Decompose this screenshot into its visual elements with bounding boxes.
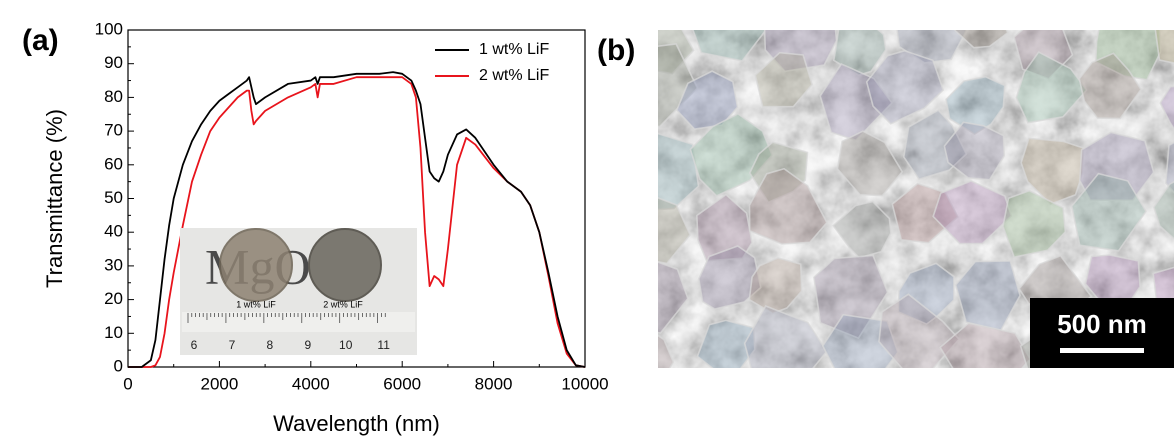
ruler-label: 6 <box>191 338 198 352</box>
ruler <box>182 312 415 332</box>
grain <box>1159 85 1174 131</box>
grain <box>878 293 961 368</box>
grain <box>1164 141 1174 194</box>
legend-label: 2 wt% LiF <box>479 67 549 84</box>
grain <box>832 200 892 259</box>
grain <box>658 43 699 128</box>
y-tick-label: 80 <box>104 87 123 106</box>
grain <box>697 245 762 310</box>
grain <box>932 180 1013 245</box>
y-tick-label: 60 <box>104 154 123 173</box>
grain <box>763 30 838 73</box>
grain <box>836 130 904 197</box>
grain <box>658 30 695 75</box>
x-axis-label: Wavelength (nm) <box>273 411 440 436</box>
grain <box>1153 180 1174 240</box>
y-tick-label: 40 <box>104 222 123 241</box>
grain <box>943 121 1006 181</box>
grain <box>696 193 753 262</box>
ruler-label: 10 <box>339 338 353 352</box>
sample-disk <box>308 228 382 302</box>
y-tick-label: 30 <box>104 255 123 274</box>
grain <box>1020 137 1085 206</box>
grain <box>675 70 739 130</box>
x-tick-label: 0 <box>123 374 132 393</box>
grain <box>819 62 893 142</box>
y-tick-label: 90 <box>104 53 123 72</box>
ruler-label: 9 <box>304 338 311 352</box>
scale-bar-box <box>1030 298 1174 368</box>
y-tick-label: 100 <box>95 19 123 38</box>
grain <box>821 313 899 368</box>
grain <box>692 30 767 62</box>
y-tick-label: 0 <box>114 356 123 375</box>
x-tick-label: 2000 <box>200 374 238 393</box>
grain <box>813 254 889 340</box>
grain <box>748 141 809 204</box>
ruler-label: 7 <box>229 338 236 352</box>
grain <box>1078 52 1142 120</box>
sample-disk <box>219 228 293 302</box>
series-line <box>128 76 586 368</box>
grain <box>1154 30 1174 64</box>
series-line <box>128 71 586 368</box>
x-tick-label: 8000 <box>475 374 513 393</box>
ruler-label: 8 <box>267 338 274 352</box>
grain <box>939 322 1032 368</box>
grain <box>658 334 675 368</box>
grain <box>1078 131 1155 202</box>
y-tick-label: 50 <box>104 188 123 207</box>
sample-label: 1 wt% LiF <box>236 299 276 309</box>
grain <box>748 257 803 315</box>
grain <box>897 262 955 326</box>
grain <box>891 182 959 244</box>
scale-bar <box>1060 348 1144 353</box>
x-tick-label: 6000 <box>383 374 421 393</box>
x-tick-label: 4000 <box>292 374 330 393</box>
scale-bar-label: 500 nm <box>1057 309 1147 339</box>
x-tick-label: 10000 <box>561 374 608 393</box>
grain <box>1094 30 1162 81</box>
panel-label: (a) <box>22 24 59 57</box>
panel-label: (b) <box>597 34 635 67</box>
grain <box>743 305 828 368</box>
ruler-label: 11 <box>377 338 390 352</box>
grain <box>754 51 813 108</box>
grain <box>696 319 756 368</box>
y-axis-label: Transmittance (%) <box>42 109 67 288</box>
grain <box>954 30 1009 49</box>
grain <box>1015 51 1088 124</box>
grain <box>658 197 692 265</box>
y-tick-label: 10 <box>104 323 123 342</box>
grain <box>658 261 689 334</box>
grain <box>1002 189 1067 259</box>
grain <box>902 109 968 181</box>
grain <box>748 167 828 245</box>
y-tick-label: 70 <box>104 121 123 140</box>
grain <box>865 49 945 125</box>
sample-label: 2 wt% LiF <box>323 299 363 309</box>
grain <box>1070 172 1147 252</box>
legend-label: 1 wt% LiF <box>479 41 549 58</box>
grain <box>658 132 700 211</box>
grain <box>832 30 887 77</box>
y-tick-label: 20 <box>104 289 123 308</box>
